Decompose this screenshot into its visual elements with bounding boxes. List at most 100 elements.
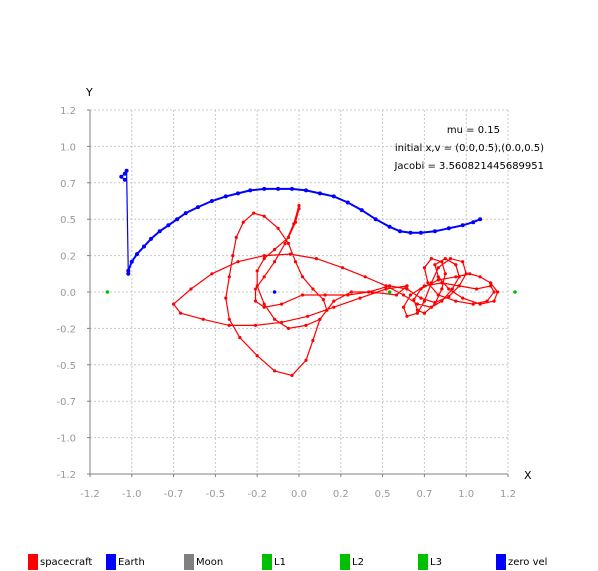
- zero-vel-point: [126, 271, 131, 276]
- spacecraft-point: [293, 220, 298, 224]
- spacecraft-point: [300, 275, 305, 279]
- spacecraft-point: [394, 293, 399, 297]
- spacecraft-point: [273, 247, 277, 252]
- spacecraft-point: [255, 354, 259, 358]
- y-tick-label: 0.5: [60, 215, 76, 226]
- x-tick-label: 1.0: [458, 489, 474, 500]
- y-tick-label: -0.7: [56, 397, 76, 408]
- spacecraft-point: [475, 287, 479, 291]
- spacecraft-point: [276, 226, 280, 230]
- spacecraft-point: [422, 311, 426, 315]
- zero-vel-point: [248, 188, 253, 193]
- zero-vel-point: [418, 230, 423, 235]
- spacecraft-point: [468, 272, 472, 276]
- spacecraft-point: [422, 299, 426, 303]
- spacecraft-point: [401, 305, 406, 309]
- spacecraft-point: [255, 284, 259, 288]
- legend-item-zero-vel: zero vel: [496, 553, 547, 571]
- spacecraft-point: [370, 290, 374, 294]
- spacecraft-point: [238, 335, 242, 340]
- spacecraft-point: [454, 299, 458, 303]
- spacecraft-point: [436, 278, 440, 282]
- annotation-mu: mu = 0.15: [447, 125, 500, 136]
- spacecraft-point: [426, 281, 430, 285]
- spacecraft-point: [443, 257, 447, 261]
- spacecraft-point: [227, 323, 231, 327]
- zero-vel-point: [166, 223, 171, 228]
- spacecraft-point: [401, 293, 406, 297]
- zero-vel-point: [129, 259, 134, 264]
- spacecraft-point: [461, 260, 465, 264]
- spacecraft-point: [478, 302, 482, 306]
- spacecraft-point: [454, 275, 458, 279]
- zero-vel-point: [359, 208, 364, 213]
- legend-item-moon: Moon: [184, 553, 223, 571]
- y-tick-label: 0.0: [60, 288, 76, 299]
- spacecraft-point: [440, 260, 444, 264]
- y-tick-label: -1.0: [56, 434, 76, 445]
- spacecraft-point: [234, 235, 238, 239]
- legend-swatch: [340, 554, 350, 570]
- x-tick-label: -1.0: [122, 489, 142, 500]
- legend-swatch: [106, 554, 116, 570]
- zero-vel-point: [304, 188, 308, 193]
- spacecraft-point: [412, 298, 416, 302]
- spacecraft-point: [262, 302, 266, 306]
- zero-vel-point: [478, 217, 483, 222]
- spacecraft-point: [436, 275, 440, 279]
- L2-point: [513, 290, 517, 294]
- spacecraft-point: [489, 284, 493, 288]
- L1-point: [387, 290, 392, 294]
- legend-swatch: [262, 554, 272, 570]
- spacecraft-point: [231, 254, 235, 258]
- annotation-initial: initial x,v = (0.0,0.5),(0.0,0.5): [395, 143, 544, 154]
- spacecraft-point: [262, 254, 266, 258]
- zero-vel-point: [223, 194, 228, 199]
- spacecraft-point: [262, 305, 266, 309]
- zero-vel-point: [398, 229, 402, 234]
- zero-vel-point: [317, 191, 322, 196]
- spacecraft-point: [405, 287, 409, 291]
- spacecraft-point: [304, 358, 308, 362]
- spacecraft-point: [429, 281, 433, 285]
- spacecraft-point: [485, 299, 489, 303]
- spacecraft-point: [496, 290, 500, 294]
- Earth-point: [272, 290, 277, 294]
- ticks: -1.2 -1.0 -0.7 -0.5 -0.2 0.0 0.2 0.5 0.7 1.0 1.2 1.…: [56, 106, 515, 500]
- spacecraft-point: [415, 302, 419, 306]
- zero-vel-point: [331, 194, 336, 199]
- zero-vel-point: [126, 268, 131, 273]
- zero-vel-point: [345, 200, 350, 205]
- legend-item-spacecraft: spacecraft: [28, 553, 92, 571]
- y-tick-label: -0.2: [56, 324, 76, 335]
- spacecraft-point: [405, 284, 409, 288]
- y-tick-label: 1.2: [60, 106, 76, 117]
- spacecraft-point: [288, 252, 292, 256]
- spacecraft-point: [492, 299, 496, 303]
- spacecraft-point: [255, 269, 259, 273]
- spacecraft-point: [440, 281, 444, 285]
- x-tick-label: -1.2: [80, 489, 100, 500]
- legend-label: spacecraft: [40, 556, 93, 568]
- spacecraft-point: [349, 290, 353, 294]
- spacecraft-point: [311, 287, 315, 291]
- spacecraft-point: [286, 326, 291, 330]
- legend-swatch: [418, 554, 428, 570]
- spacecraft-path: [172, 205, 499, 377]
- spacecraft-point: [433, 302, 437, 306]
- zero-vel-point: [196, 205, 200, 210]
- zero-vel-point: [276, 186, 281, 191]
- zero-vel-point: [209, 199, 214, 203]
- zero-vel-point: [408, 230, 413, 235]
- spacecraft-point: [293, 260, 298, 264]
- spacecraft-point: [179, 311, 183, 315]
- spacecraft-point: [422, 284, 426, 288]
- spacecraft-point: [325, 308, 329, 312]
- spacecraft-point: [408, 293, 413, 297]
- spacecraft-point: [429, 305, 433, 309]
- legend-label: Moon: [196, 556, 224, 568]
- x-tick-label: 0.7: [416, 489, 432, 500]
- spacecraft-point: [492, 290, 496, 294]
- legend-swatch: [184, 554, 194, 570]
- spacecraft-point: [433, 263, 437, 267]
